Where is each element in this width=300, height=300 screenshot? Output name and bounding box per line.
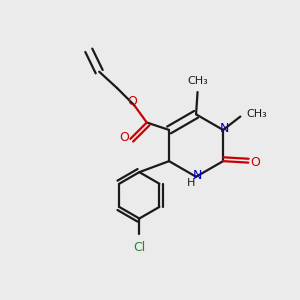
- Text: N: N: [193, 169, 202, 182]
- Text: O: O: [119, 131, 129, 144]
- Text: Cl: Cl: [133, 241, 145, 254]
- Text: CH₃: CH₃: [187, 76, 208, 85]
- Text: O: O: [250, 156, 260, 169]
- Text: CH₃: CH₃: [247, 109, 268, 118]
- Text: O: O: [127, 95, 137, 108]
- Text: H: H: [187, 178, 195, 188]
- Text: N: N: [220, 122, 229, 135]
